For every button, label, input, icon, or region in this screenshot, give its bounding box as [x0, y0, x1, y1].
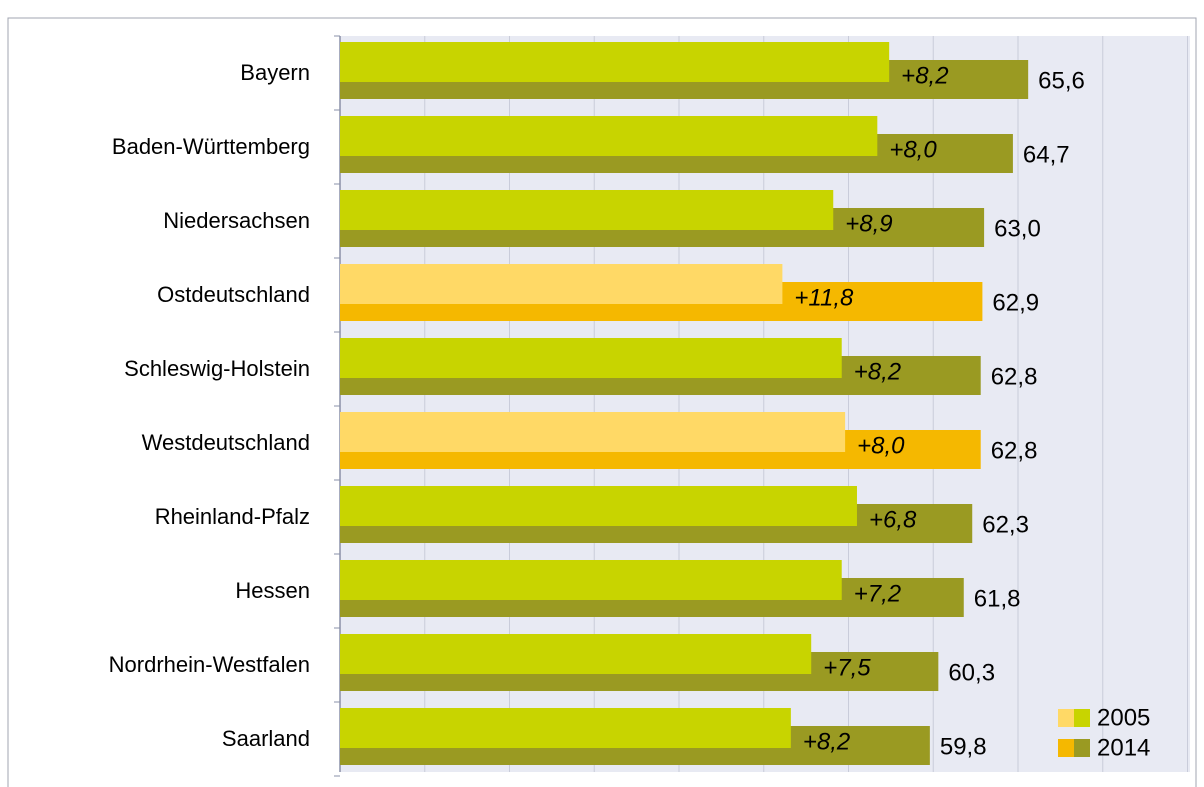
change-label: +8,2	[854, 358, 901, 385]
value-label: 62,9	[992, 289, 1039, 316]
value-label: 62,8	[991, 437, 1038, 464]
bar	[340, 264, 783, 304]
bar	[340, 560, 842, 600]
legend-swatch	[1058, 739, 1074, 757]
change-label: +6,8	[869, 506, 917, 533]
change-label: +8,0	[857, 432, 905, 459]
legend-label: 2014	[1097, 734, 1150, 761]
bar	[340, 190, 834, 230]
category-label: Ostdeutschland	[157, 282, 310, 307]
category-label: Saarland	[222, 726, 310, 751]
bar	[340, 42, 890, 82]
category-label: Nordrhein-Westfalen	[109, 652, 310, 677]
change-label: +8,0	[889, 136, 937, 163]
category-label: Hessen	[235, 578, 310, 603]
change-label: +11,8	[794, 284, 854, 311]
value-label: 60,3	[948, 659, 995, 686]
category-label: Rheinland-Pfalz	[155, 504, 310, 529]
category-label: Westdeutschland	[142, 430, 310, 455]
value-label: 63,0	[994, 215, 1041, 242]
value-label: 62,8	[991, 363, 1038, 390]
bar	[340, 486, 857, 526]
category-label: Bayern	[240, 60, 310, 85]
bar	[340, 412, 846, 452]
legend-label: 2005	[1097, 704, 1150, 731]
change-label: +7,2	[854, 580, 901, 607]
value-label: 64,7	[1023, 141, 1070, 168]
value-label: 61,8	[974, 585, 1021, 612]
category-label: Niedersachsen	[163, 208, 310, 233]
bar	[340, 634, 812, 674]
bar	[340, 338, 842, 378]
bar	[340, 116, 878, 156]
value-label: 59,8	[940, 733, 987, 760]
legend-swatch	[1058, 709, 1074, 727]
change-label: +8,2	[803, 728, 850, 755]
value-label: 65,6	[1038, 67, 1085, 94]
change-label: +7,5	[823, 654, 871, 681]
bar	[340, 708, 791, 748]
value-label: 62,3	[982, 511, 1029, 538]
change-label: +8,9	[845, 210, 892, 237]
legend-swatch	[1074, 739, 1090, 757]
category-label: Schleswig-Holstein	[124, 356, 310, 381]
legend-swatch	[1074, 709, 1090, 727]
category-label: Baden-Württemberg	[112, 134, 310, 159]
change-label: +8,2	[901, 62, 948, 89]
